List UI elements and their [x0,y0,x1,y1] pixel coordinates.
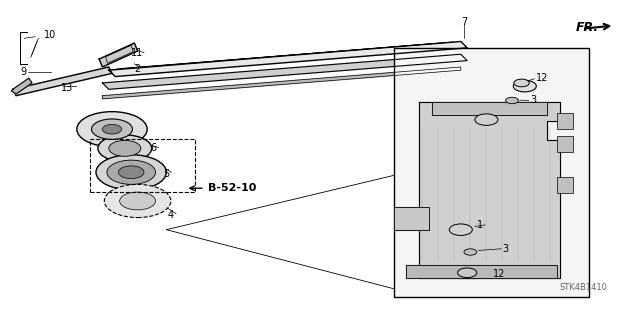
Polygon shape [12,78,32,94]
Text: 13: 13 [61,83,73,93]
Polygon shape [109,41,467,77]
Bar [394,48,589,297]
Text: 5: 5 [163,169,170,179]
Text: 6: 6 [150,143,157,153]
Text: 11: 11 [131,48,143,58]
Polygon shape [419,102,560,278]
Polygon shape [432,102,547,115]
Circle shape [120,192,156,210]
Circle shape [458,268,477,278]
Text: 9: 9 [20,67,27,77]
Polygon shape [406,265,557,278]
Circle shape [92,119,132,139]
Text: FR.: FR. [576,21,599,33]
Circle shape [475,114,498,125]
Circle shape [514,79,529,87]
Circle shape [77,112,147,147]
Text: 12: 12 [536,73,548,83]
Polygon shape [394,207,429,230]
Circle shape [104,184,171,218]
Text: 7: 7 [461,17,467,27]
Bar [557,113,573,129]
Text: 3: 3 [502,244,509,254]
Circle shape [118,166,144,179]
Text: 1: 1 [477,220,483,230]
Circle shape [464,249,477,255]
Polygon shape [102,67,461,99]
Text: STK4B1410: STK4B1410 [560,283,608,292]
Polygon shape [102,54,467,89]
Text: 8: 8 [93,124,99,134]
Circle shape [506,97,518,104]
Circle shape [107,160,156,184]
Polygon shape [13,67,112,96]
Text: B-52-10: B-52-10 [208,183,257,193]
Text: 1: 1 [477,115,483,125]
Text: 12: 12 [493,269,505,279]
Circle shape [449,224,472,235]
Polygon shape [99,43,138,67]
Bar [557,136,573,152]
Bar [557,177,573,193]
Text: 10: 10 [44,30,56,40]
Circle shape [109,140,141,156]
Circle shape [96,155,166,190]
Circle shape [513,80,536,92]
Text: 2: 2 [134,63,141,74]
Circle shape [98,135,152,162]
Text: 3: 3 [530,95,536,106]
Circle shape [102,124,122,134]
Text: 4: 4 [168,210,174,220]
